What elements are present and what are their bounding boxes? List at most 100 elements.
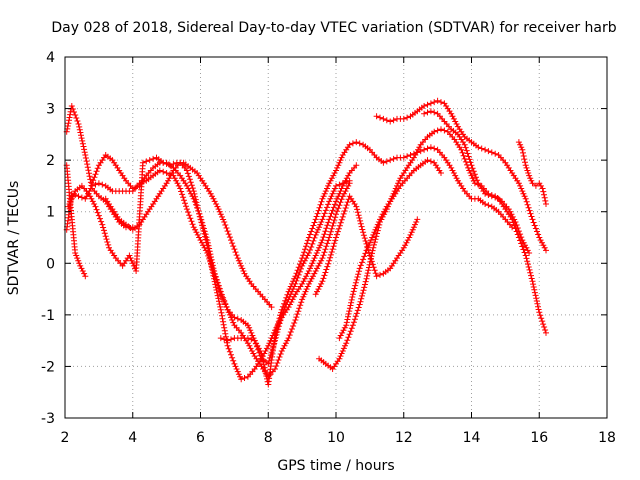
data-point xyxy=(372,236,379,243)
data-point xyxy=(259,353,266,360)
data-point xyxy=(535,306,542,313)
data-point xyxy=(226,348,233,355)
data-point xyxy=(275,357,282,363)
data-point xyxy=(250,350,257,357)
data-point xyxy=(352,279,359,286)
data-point xyxy=(340,345,347,352)
data-point xyxy=(101,227,107,234)
data-point xyxy=(452,172,459,179)
data-point xyxy=(322,207,329,214)
data-point xyxy=(357,220,364,227)
data-point xyxy=(344,199,351,206)
data-point xyxy=(359,259,365,266)
data-point xyxy=(361,253,368,260)
data-point xyxy=(92,171,99,178)
data-point xyxy=(322,188,329,195)
data-point xyxy=(224,306,231,313)
series-track-8 xyxy=(316,126,533,372)
data-point xyxy=(204,245,211,252)
data-point xyxy=(73,252,80,259)
data-point xyxy=(99,181,106,188)
data-point xyxy=(364,272,371,279)
data-point xyxy=(89,180,96,187)
data-point xyxy=(74,255,81,262)
data-point xyxy=(71,190,77,197)
data-point xyxy=(79,137,86,144)
data-point xyxy=(283,294,290,301)
series-track-11 xyxy=(515,139,549,207)
data-point xyxy=(129,260,136,267)
data-point xyxy=(535,231,542,238)
data-point xyxy=(253,340,260,347)
data-point xyxy=(329,222,336,229)
data-point xyxy=(543,329,549,336)
data-point xyxy=(424,145,431,152)
data-point xyxy=(331,185,338,192)
data-point xyxy=(343,340,350,347)
data-point xyxy=(184,170,191,177)
data-point xyxy=(337,353,344,360)
data-point xyxy=(65,203,72,210)
data-point xyxy=(312,268,319,274)
data-point xyxy=(421,146,428,153)
data-point xyxy=(373,113,380,120)
data-point xyxy=(327,213,334,220)
data-point xyxy=(143,158,150,165)
data-point xyxy=(528,275,535,282)
data-point xyxy=(185,209,192,216)
data-point xyxy=(278,348,285,354)
data-point xyxy=(325,260,332,267)
data-point xyxy=(387,157,394,164)
data-point xyxy=(345,334,352,341)
data-point xyxy=(321,249,328,256)
y-tick-label: 2 xyxy=(46,153,55,169)
data-point xyxy=(177,185,184,192)
data-point xyxy=(363,247,370,254)
data-point xyxy=(320,213,327,220)
data-point xyxy=(326,257,333,264)
data-point xyxy=(522,162,529,169)
data-point xyxy=(333,234,339,241)
data-point xyxy=(248,336,255,343)
data-point xyxy=(299,255,306,262)
data-point xyxy=(67,198,74,205)
data-point xyxy=(293,270,300,277)
data-point xyxy=(330,204,337,211)
data-point xyxy=(511,222,518,229)
data-point xyxy=(364,270,371,277)
data-point xyxy=(520,153,527,159)
data-point xyxy=(192,193,199,200)
data-point xyxy=(241,375,248,381)
data-point xyxy=(309,240,316,247)
data-point xyxy=(206,251,213,258)
data-point xyxy=(190,188,197,195)
data-point xyxy=(519,243,526,250)
data-point xyxy=(68,103,75,109)
data-point xyxy=(194,205,201,212)
data-point xyxy=(323,225,330,232)
series-track-7 xyxy=(217,139,516,388)
data-point xyxy=(315,262,322,269)
data-point xyxy=(189,221,196,228)
data-point xyxy=(193,229,200,236)
data-point xyxy=(216,298,222,305)
data-point xyxy=(357,217,364,224)
data-point xyxy=(66,201,73,207)
data-point xyxy=(300,293,307,300)
data-point xyxy=(212,284,219,291)
data-point xyxy=(335,205,342,212)
data-point xyxy=(520,246,527,253)
data-point xyxy=(334,231,340,238)
data-point xyxy=(400,115,407,122)
y-tick-label: 3 xyxy=(46,102,55,118)
data-point xyxy=(334,228,341,235)
data-point xyxy=(330,243,337,250)
data-point xyxy=(223,303,230,310)
data-point xyxy=(424,109,431,116)
data-point xyxy=(87,185,94,192)
data-point xyxy=(75,257,82,264)
data-point xyxy=(274,360,281,366)
data-point xyxy=(297,302,304,309)
data-point xyxy=(309,225,316,232)
